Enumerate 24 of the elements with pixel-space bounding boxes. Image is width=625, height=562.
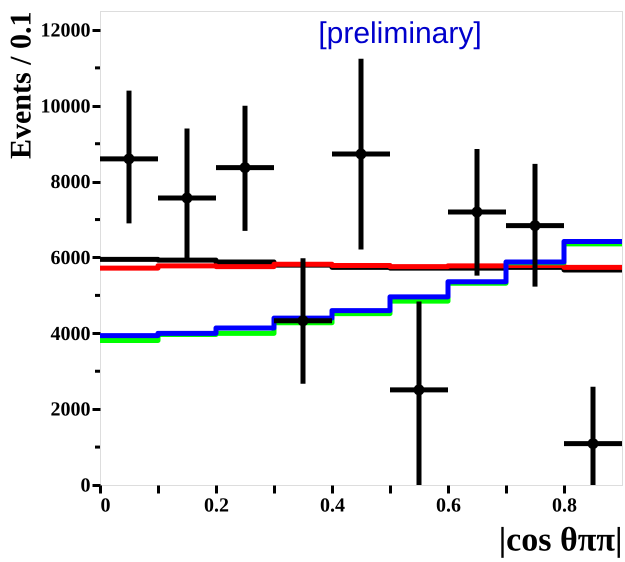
point <box>240 162 250 174</box>
x-tick-label: 0.2 <box>204 494 229 516</box>
point <box>414 384 424 396</box>
x-tick-label: 0.4 <box>320 494 345 516</box>
y-tick-label: 8000 <box>50 171 90 194</box>
x-axis-title: |cos θππ| <box>498 522 622 558</box>
point <box>356 148 366 160</box>
y-tick-label: 6000 <box>50 246 90 269</box>
x-tick-label: 0.6 <box>436 494 461 516</box>
point <box>182 192 192 204</box>
point <box>298 315 308 326</box>
point <box>124 153 134 164</box>
annotation: [preliminary] <box>318 17 482 50</box>
y-axis-title: Events / 0.1 <box>4 12 38 160</box>
y-tick-label: 0 <box>80 474 90 496</box>
point <box>530 220 540 232</box>
y-tick-label: 10000 <box>40 95 90 118</box>
y-tick-label: 12000 <box>40 19 90 42</box>
x-tick-label: 0.8 <box>552 494 577 516</box>
y-tick-label: 2000 <box>50 398 90 421</box>
y-tick-label: 4000 <box>50 322 90 345</box>
point <box>472 206 482 218</box>
x-tick-label: 0 <box>100 494 110 516</box>
point <box>588 438 598 450</box>
